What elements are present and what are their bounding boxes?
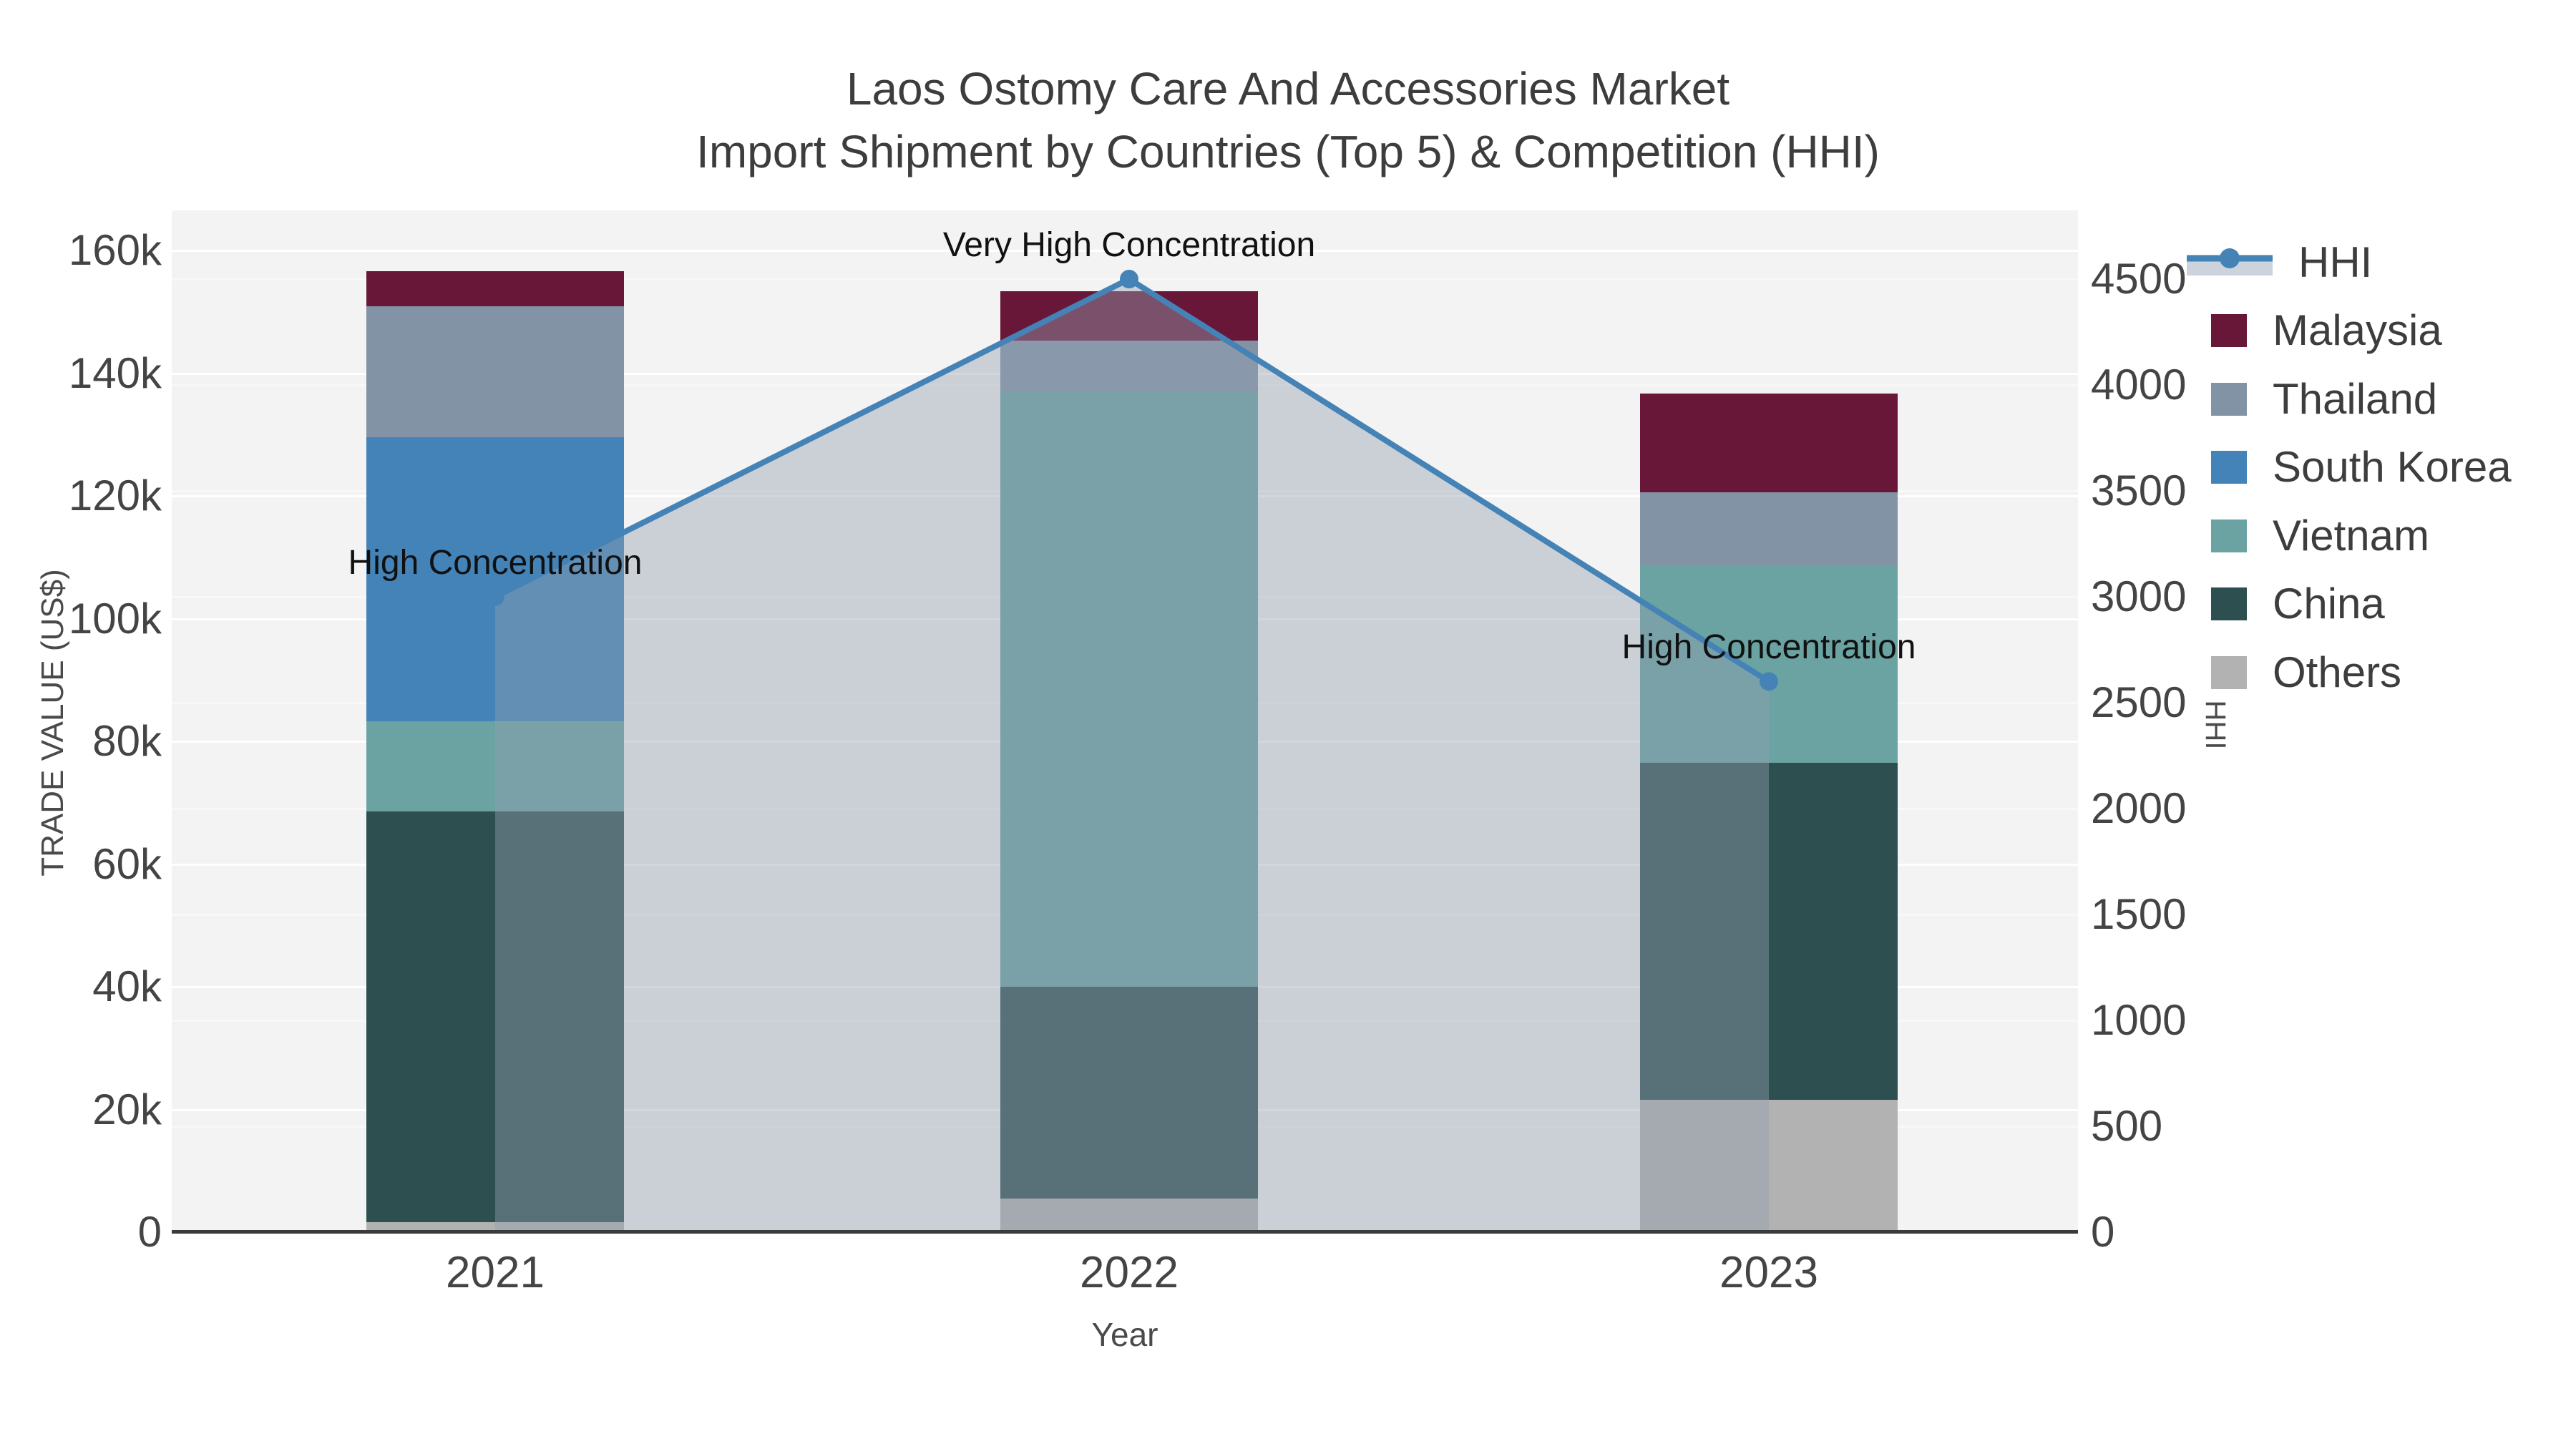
bar-segment-2021-china[interactable] [366,811,624,1223]
annotation-2021: High Concentration [348,543,643,582]
bar-segment-2023-others[interactable] [1640,1099,1898,1232]
annotation-2023: High Concentration [1621,628,1916,667]
y-left-tick-140k: 140k [68,348,162,397]
bar-2022[interactable] [1000,210,1258,1232]
x-tick-2022: 2022 [1080,1248,1179,1297]
legend-item-hhi[interactable]: HHI [2187,240,2372,286]
bar-segment-2022-others[interactable] [1000,1198,1258,1232]
x-axis-line [172,1230,2078,1234]
hhi-line-icon [2187,248,2273,275]
y-left-tick-160k: 160k [68,226,162,274]
bar-segment-2021-vietnam[interactable] [366,721,624,811]
legend-swatch-others [2211,656,2247,689]
legend-label-south-korea: South Korea [2273,443,2512,491]
legend-label-thailand: Thailand [2273,375,2438,423]
y-axis-left-title: TRADE VALUE (US$) [35,569,70,877]
bar-segment-2022-china[interactable] [1000,987,1258,1199]
bar-2021[interactable] [366,210,624,1232]
legend-swatch-malaysia [2211,314,2247,347]
y-right-tick-2500: 2500 [2091,678,2187,726]
legend-item-others[interactable]: Others [2187,651,2401,694]
y-right-tick-500: 500 [2091,1102,2163,1150]
bar-2023[interactable] [1640,210,1898,1232]
y-left-tick-60k: 60k [92,839,162,888]
y-left-tick-20k: 20k [92,1085,162,1133]
y-left-tick-0: 0 [137,1208,162,1256]
bar-segment-2023-china[interactable] [1640,763,1898,1100]
plot-area [172,210,2078,1232]
bar-segment-2022-malaysia[interactable] [1000,291,1258,341]
bar-segment-2021-thailand[interactable] [366,306,624,437]
bar-segment-2021-others[interactable] [366,1222,624,1232]
legend-item-china[interactable]: China [2187,582,2385,625]
legend-item-thailand[interactable]: Thailand [2187,378,2437,421]
bar-segment-2022-thailand[interactable] [1000,341,1258,393]
bar-segment-2023-thailand[interactable] [1640,492,1898,565]
legend-label-malaysia: Malaysia [2273,306,2442,354]
x-tick-2023: 2023 [1719,1248,1818,1297]
legend-swatch-china [2211,587,2247,620]
y-axis-right-title: HHI [2200,700,2231,750]
legend-swatch-vietnam [2211,519,2247,552]
legend-item-vietnam[interactable]: Vietnam [2187,514,2429,557]
y-right-tick-3500: 3500 [2091,467,2187,514]
y-left-tick-40k: 40k [92,962,162,1010]
x-axis-title: Year [1091,1316,1158,1353]
bar-segment-2023-malaysia[interactable] [1640,393,1898,492]
legend-label-china: China [2273,580,2385,628]
legend-label-vietnam: Vietnam [2273,512,2430,560]
legend-item-malaysia[interactable]: Malaysia [2187,309,2442,352]
y-right-tick-0: 0 [2091,1208,2115,1256]
y-left-tick-80k: 80k [92,717,162,765]
y-right-tick-2000: 2000 [2091,784,2187,832]
legend-swatch-south-korea [2211,451,2247,484]
y-left-tick-120k: 120k [68,472,162,519]
y-right-tick-4500: 4500 [2091,255,2187,303]
legend-label-others: Others [2273,648,2402,696]
legend-item-south-korea[interactable]: South Korea [2187,446,2512,489]
chart-title-line2: Import Shipment by Countries (Top 5) & C… [696,126,1880,177]
y-right-tick-4000: 4000 [2091,361,2187,409]
y-right-tick-1000: 1000 [2091,996,2187,1044]
y-left-tick-100k: 100k [68,594,162,643]
y-right-tick-3000: 3000 [2091,572,2187,620]
bar-segment-2021-malaysia[interactable] [366,271,624,307]
bar-segment-2022-vietnam[interactable] [1000,392,1258,987]
annotation-2022: Very High Concentration [942,225,1316,264]
y-right-tick-1500: 1500 [2091,890,2187,938]
gridline-trade-160000 [172,250,2078,252]
x-tick-2021: 2021 [446,1248,545,1297]
chart-title-line1: Laos Ostomy Care And Accessories Market [846,63,1730,114]
legend-label-hhi: HHI [2298,238,2373,286]
legend-swatch-thailand [2211,383,2247,416]
